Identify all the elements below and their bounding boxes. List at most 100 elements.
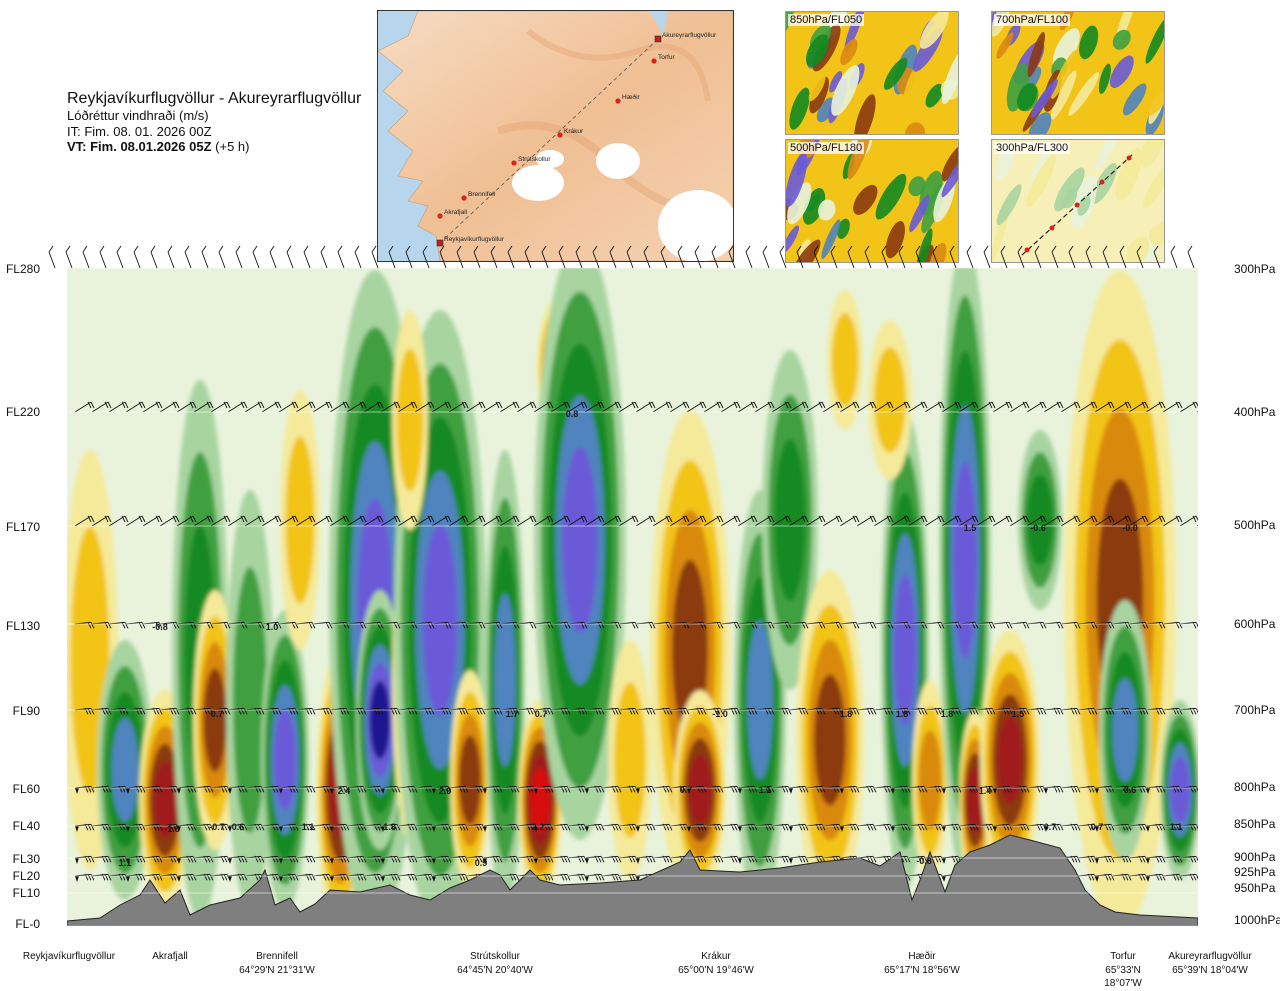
wind-barb — [193, 515, 214, 527]
thumbnail-field-cell — [809, 76, 829, 114]
thumbnail-field-cell — [916, 228, 933, 262]
wind-barb-top — [881, 245, 889, 269]
wind-barb — [924, 401, 945, 413]
thumbnail-field-cell — [1062, 187, 1078, 209]
wind-barb-top — [184, 245, 192, 269]
level-right-700: 700hPa — [1234, 703, 1276, 717]
map-airport-marker — [654, 35, 662, 43]
wind-barb — [516, 401, 537, 413]
thumbnail-700hpa[interactable]: 700hPa/FL100 — [991, 11, 1165, 135]
thumbnail-label: 300hPa/FL300 — [994, 142, 1071, 154]
thumbnail-field-cell — [941, 143, 958, 182]
wind-barb-top — [915, 245, 923, 269]
thumbnail-850hpa[interactable]: 850hPa/FL050 — [785, 11, 959, 135]
wind-barb-top — [813, 245, 821, 269]
wind-barb-top — [303, 245, 311, 269]
wind-barb-top — [82, 245, 90, 269]
thumbnail-field-cell — [996, 184, 1022, 226]
wind-barb — [686, 401, 707, 413]
thumbnail-field-cell — [1026, 154, 1057, 208]
wind-barb — [805, 785, 826, 793]
vertical-velocity-contour — [997, 715, 1023, 805]
wind-barb — [856, 515, 877, 527]
wind-barb — [992, 401, 1013, 413]
wind-barb — [244, 401, 265, 413]
vertical-velocity-contour — [874, 346, 906, 454]
wind-barb-top — [1119, 245, 1127, 269]
station-haedir: Hæðir 65°17'N 18°56'W — [866, 950, 978, 977]
wind-barb — [1043, 401, 1064, 413]
wind-barb — [788, 785, 809, 794]
wind-barb — [618, 515, 639, 527]
wind-barb — [907, 785, 928, 793]
wind-barb — [108, 515, 129, 527]
level-right-500: 500hPa — [1234, 518, 1276, 532]
wind-barb-top — [864, 245, 872, 269]
wind-barb — [890, 401, 911, 413]
map-waypoint-label: Strútskollur — [518, 156, 551, 163]
wind-barb — [482, 401, 503, 413]
vertical-velocity-contour — [459, 735, 481, 825]
wind-barb — [805, 515, 826, 527]
thumbnail-field-cell — [1122, 83, 1147, 116]
wind-barb — [1094, 515, 1115, 527]
wind-barb — [431, 401, 452, 413]
wind-barb-top — [133, 245, 141, 269]
wind-barb — [839, 401, 860, 413]
wind-barb — [1026, 515, 1047, 527]
wind-barb — [108, 707, 129, 715]
wind-barb-top — [65, 245, 73, 269]
wind-barb — [1145, 515, 1166, 527]
value-label: 0.7 — [680, 785, 693, 795]
vertical-velocity-contour — [562, 447, 598, 633]
wind-barb — [1094, 401, 1115, 413]
wind-barb — [261, 515, 282, 527]
vertical-velocity-contour — [1170, 757, 1190, 823]
wind-barb — [1128, 515, 1149, 527]
station-coord: 65°00'N 19°46'W — [678, 964, 754, 976]
wind-barb-top — [286, 245, 294, 269]
value-label: 2.2 — [532, 822, 545, 832]
wind-barb — [907, 401, 928, 413]
value-label: 1.1 — [1170, 822, 1183, 832]
wind-barb — [1196, 709, 1198, 711]
wind-barb — [1196, 410, 1198, 413]
wind-barb — [380, 515, 401, 527]
value-label: 1.8 — [941, 709, 954, 719]
thumbnail-field-cell — [818, 199, 836, 221]
wind-barb — [533, 785, 554, 794]
wind-barb — [771, 401, 792, 413]
wind-barb — [74, 707, 95, 715]
map-waypoint-marker — [615, 98, 621, 104]
wind-barb — [1145, 873, 1166, 882]
vertical-velocity-contour — [111, 718, 139, 822]
thumbnail-field-cell — [878, 154, 900, 182]
station-name: Akureyrarflugvöllur — [1168, 951, 1252, 962]
wind-barb — [788, 515, 809, 527]
thumbnail-500hpa[interactable]: 500hPa/FL180 — [785, 139, 959, 263]
thumbnail-field-cell — [1140, 140, 1164, 169]
wind-barb-top — [1000, 245, 1008, 269]
thumbnail-field-cell — [941, 155, 958, 198]
wind-barb-top — [99, 245, 107, 269]
wind-barb — [482, 823, 503, 832]
value-label: 1.1 — [302, 822, 315, 832]
wind-barb — [890, 515, 911, 527]
value-label: -0.7 — [209, 822, 225, 832]
wind-barb — [941, 401, 962, 413]
wind-barb — [1196, 857, 1198, 861]
station-coord: 65°17'N 18°56'W — [884, 964, 960, 976]
wind-barb — [1009, 401, 1030, 413]
wind-barb — [567, 515, 588, 527]
wind-barb-top — [592, 245, 600, 269]
wind-barb — [397, 401, 418, 413]
wind-barb-top — [456, 245, 464, 269]
wind-barb — [1196, 787, 1198, 791]
wind-barb — [1128, 401, 1149, 413]
map-waypoint-label: Torfur — [658, 54, 675, 61]
wind-barb — [329, 401, 350, 413]
thumbnail-300hpa[interactable]: 300hPa/FL300 — [991, 139, 1165, 263]
wind-barb — [1060, 855, 1081, 863]
wind-barb — [142, 855, 163, 863]
thumbnail-field-cell — [1143, 163, 1164, 209]
